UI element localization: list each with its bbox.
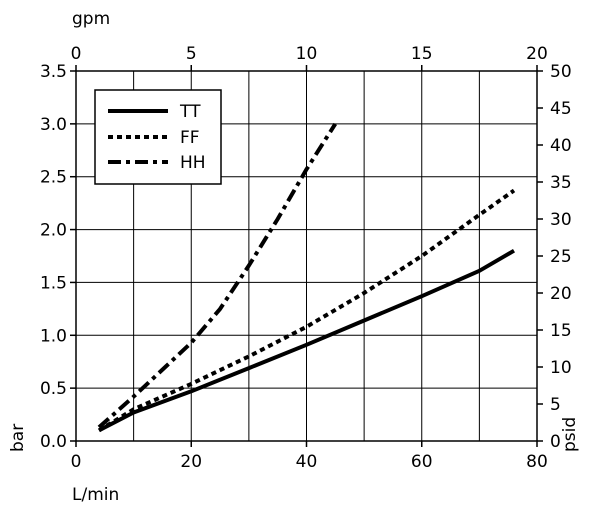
y-right-tick-label: 25 — [550, 247, 572, 267]
y-right-tick-label: 10 — [550, 358, 572, 378]
y-tick-label: 3.0 — [40, 115, 67, 135]
y-right-axis-title: psid — [560, 417, 580, 452]
y-tick-label: 2.5 — [40, 168, 67, 188]
x-top-tick-label: 5 — [186, 44, 197, 64]
y-right-tick-label: 40 — [550, 136, 572, 156]
series-layer — [97, 122, 516, 433]
series-line-tt — [98, 248, 516, 433]
y-right-tick-label: 45 — [550, 99, 572, 119]
y-tick-label: 1.0 — [40, 326, 67, 346]
x-tick-label: 0 — [71, 452, 82, 472]
legend-label-tt: TT — [179, 102, 201, 122]
y-right-tick-label: 0 — [550, 432, 561, 452]
x-top-tick-label: 0 — [71, 44, 82, 64]
legend: TT FF HH — [94, 89, 222, 185]
y-right-tick-label: 50 — [550, 62, 572, 82]
x-top-tick-label: 10 — [296, 44, 318, 64]
y-tick-label: 1.5 — [40, 273, 67, 293]
y-tick-label: 0.5 — [40, 379, 67, 399]
y-tick-label: 2.0 — [40, 221, 67, 241]
series-line-hh — [97, 122, 337, 429]
x-tick-label: 20 — [180, 452, 202, 472]
series-line-ff — [97, 188, 516, 433]
y-right-tick-label: 15 — [550, 321, 572, 341]
x-tick-label: 40 — [296, 452, 318, 472]
x-tick-label: 80 — [526, 452, 548, 472]
y-axis-title: bar — [8, 424, 28, 452]
y-right-tick-label: 5 — [550, 395, 561, 415]
x-tick-label: 60 — [411, 452, 433, 472]
legend-label-hh: HH — [180, 153, 206, 173]
y-tick-label: 3.5 — [40, 62, 67, 82]
x-top-tick-label: 15 — [411, 44, 433, 64]
y-tick-label: 0.0 — [40, 432, 67, 452]
ticks-layer: 0 20 40 60 800 5 10 15 200.00.51.01.52.02.53.03.… — [40, 44, 572, 472]
y-right-tick-label: 30 — [550, 210, 572, 230]
legend-label-ff: FF — [180, 128, 200, 148]
x-axis-title: L/min — [72, 485, 119, 505]
y-right-tick-label: 20 — [550, 284, 572, 304]
x-top-tick-label: 20 — [526, 44, 548, 64]
y-right-tick-label: 35 — [550, 173, 572, 193]
x-top-axis-title: gpm — [72, 9, 110, 29]
